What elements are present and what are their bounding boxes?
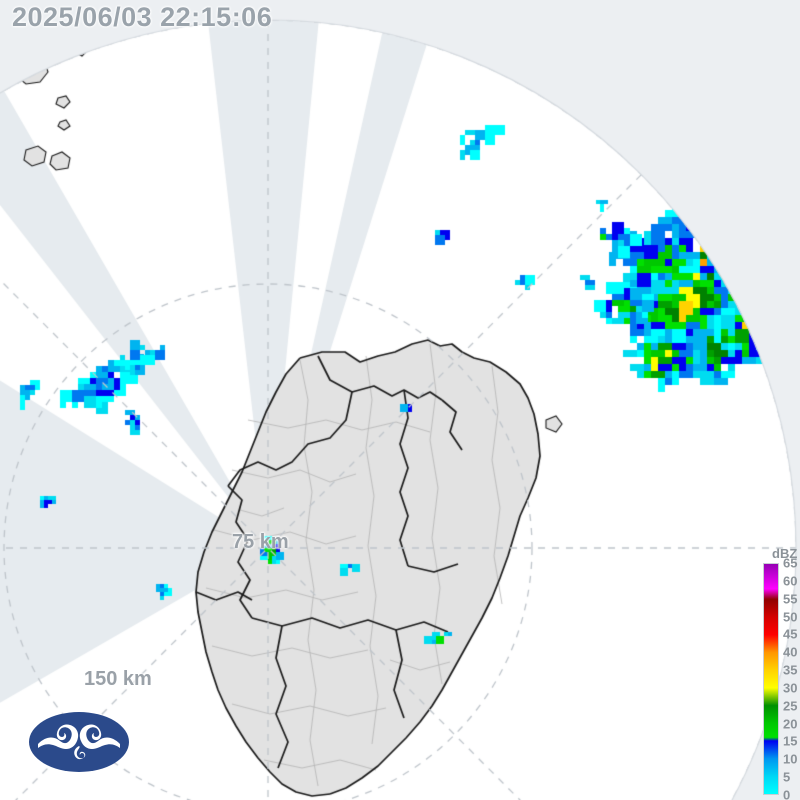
- colorbar-tick-0: 0: [783, 787, 791, 800]
- colorbar-tick-50: 50: [783, 609, 798, 625]
- colorbar-tick-20: 20: [783, 716, 798, 732]
- colorbar-tick-5: 5: [783, 769, 791, 785]
- reflectivity-colorbar[interactable]: dBZ 65 60 55 50 45 40 35 30 25 20 15 10 5 0: [760, 546, 800, 800]
- observation-timestamp: 2025/06/03 22:15:06: [12, 2, 273, 32]
- colorbar-tick-25: 25: [783, 698, 798, 714]
- range-ring-label-75km: 75 km: [232, 531, 289, 553]
- colorbar-gradient: [763, 563, 779, 795]
- cwa-logo-icon: [29, 712, 129, 772]
- colorbar-tick-15: 15: [783, 733, 798, 749]
- colorbar-unit-label: dBZ: [772, 546, 798, 561]
- colorbar-tick-60: 60: [783, 573, 798, 589]
- colorbar-tick-35: 35: [783, 662, 798, 678]
- colorbar-tick-55: 55: [783, 591, 798, 607]
- colorbar-tick-30: 30: [783, 680, 798, 696]
- colorbar-tick-65: 65: [783, 555, 798, 571]
- colorbar-tick-10: 10: [783, 751, 798, 767]
- colorbar-tick-45: 45: [783, 626, 798, 642]
- range-ring-label-150km: 150 km: [84, 668, 152, 690]
- colorbar-tick-40: 40: [783, 644, 798, 660]
